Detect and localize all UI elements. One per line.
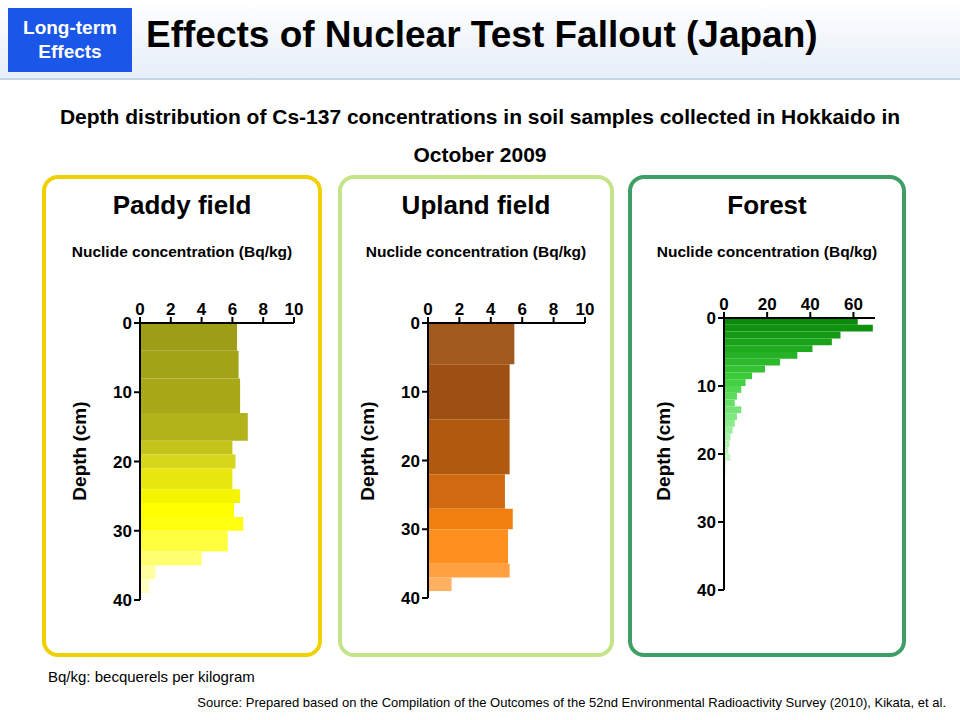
svg-text:10: 10 [401, 383, 420, 402]
html-text:Nuclide concentration (Bq/kg): Nuclide concentration (Bq/kg) [656, 243, 878, 260]
svg-text:10: 10 [697, 377, 716, 396]
svg-text:30: 30 [401, 520, 420, 539]
svg-text:20: 20 [758, 295, 777, 314]
svg-text:30: 30 [697, 513, 716, 532]
html-text:Depth (cm): Depth (cm) [357, 401, 378, 501]
svg-text:0: 0 [411, 314, 420, 333]
svg-text:10: 10 [576, 300, 595, 319]
svg-text:40: 40 [401, 589, 420, 608]
svg-text:8: 8 [258, 300, 267, 319]
html-text:Nuclide concentration (Bq/kg): Nuclide concentration (Bq/kg) [365, 243, 587, 260]
html-text:Nuclide concentration (Bq/kg): Nuclide concentration (Bq/kg) [71, 243, 293, 260]
html-text:Long-term Effects: Long-term Effects [23, 17, 117, 62]
html-text:Depth distribution of Cs-137 c: Depth distribution of Cs-137 concentrati… [59, 105, 901, 166]
svg-text:20: 20 [401, 452, 420, 471]
svg-text:8: 8 [549, 300, 558, 319]
html-text:Bq/kg: becquerels per kilogram: Bq/kg: becquerels per kilogram [48, 668, 255, 685]
svg-text:10: 10 [285, 300, 304, 319]
svg-text:0: 0 [135, 300, 144, 319]
svg-text:6: 6 [517, 300, 526, 319]
html-text:Depth (cm): Depth (cm) [69, 401, 90, 501]
svg-text:10: 10 [113, 383, 132, 402]
svg-text:20: 20 [697, 445, 716, 464]
svg-text:40: 40 [697, 581, 716, 600]
html-text:Forest: Forest [727, 190, 807, 220]
html-text:Source: Prepared based on the: Source: Prepared based on the Compilatio… [197, 695, 946, 710]
svg-text:4: 4 [197, 300, 207, 319]
svg-text:0: 0 [719, 295, 728, 314]
svg-text:4: 4 [486, 300, 496, 319]
svg-text:40: 40 [113, 591, 132, 610]
svg-text:30: 30 [113, 522, 132, 541]
svg-text:6: 6 [228, 300, 237, 319]
svg-text:0: 0 [707, 309, 716, 328]
svg-text:2: 2 [455, 300, 464, 319]
svg-text:2: 2 [166, 300, 175, 319]
svg-text:60: 60 [844, 295, 863, 314]
svg-text:0: 0 [423, 300, 432, 319]
html-text:Paddy field: Paddy field [112, 190, 252, 220]
svg-text:0: 0 [123, 314, 132, 333]
svg-text:40: 40 [801, 295, 820, 314]
html-text:Depth (cm): Depth (cm) [653, 401, 674, 501]
html-text:Upland field: Upland field [401, 190, 551, 220]
svg-text:20: 20 [113, 453, 132, 472]
html-text:Effects of Nuclear Test Fallou: Effects of Nuclear Test Fallout (Japan) [146, 14, 818, 55]
